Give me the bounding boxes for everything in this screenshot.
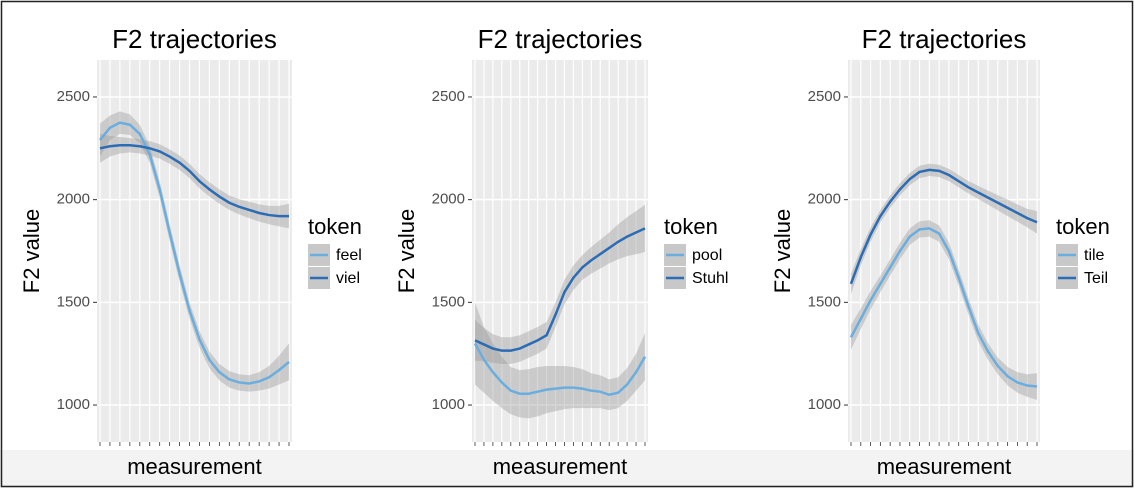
- y-tick-label: 1000: [57, 396, 90, 413]
- y-tick-label: 2500: [432, 88, 465, 105]
- bottom-strip: [0, 450, 1134, 488]
- chart-title: F2 trajectories: [478, 24, 643, 54]
- legend-title: token: [664, 214, 718, 239]
- y-axis-label: F2 value: [394, 209, 419, 293]
- legend-title: token: [1056, 214, 1110, 239]
- legend-label: pool: [692, 247, 722, 264]
- y-tick-label: 2500: [808, 88, 841, 105]
- y-tick-label: 2000: [432, 191, 465, 208]
- x-axis-label: measurement: [493, 454, 628, 479]
- confidence-band: [475, 302, 645, 419]
- y-tick-label: 1000: [808, 396, 841, 413]
- legend-label: Teil: [1084, 270, 1108, 287]
- series-line: [474, 227, 646, 352]
- y-tick-label: 2000: [57, 191, 90, 208]
- legend-title: token: [308, 214, 362, 239]
- x-axis-label: measurement: [127, 454, 262, 479]
- series-line: [849, 227, 1038, 388]
- x-axis-label: measurement: [877, 454, 1012, 479]
- y-tick-label: 1500: [432, 293, 465, 310]
- y-tick-label: 2500: [57, 88, 90, 105]
- y-tick-label: 1500: [808, 293, 841, 310]
- confidence-band: [100, 133, 289, 229]
- legend-label: feel: [336, 247, 362, 264]
- confidence-band: [851, 163, 1037, 295]
- legend-label: viel: [336, 270, 360, 287]
- confidence-band: [475, 204, 645, 364]
- y-tick-label: 1500: [57, 293, 90, 310]
- series-line: [99, 121, 290, 385]
- chart-title: F2 trajectories: [862, 24, 1027, 54]
- chart-title: F2 trajectories: [112, 24, 277, 54]
- y-axis-label: F2 value: [770, 209, 795, 293]
- legend-label: tile: [1084, 247, 1105, 264]
- legend-label: Stuhl: [692, 270, 728, 287]
- series-line: [849, 168, 1038, 285]
- y-axis-label: F2 value: [19, 209, 44, 293]
- series-line: [99, 143, 289, 218]
- y-tick-label: 1000: [432, 396, 465, 413]
- y-tick-label: 2000: [808, 191, 841, 208]
- series-line: [473, 342, 647, 397]
